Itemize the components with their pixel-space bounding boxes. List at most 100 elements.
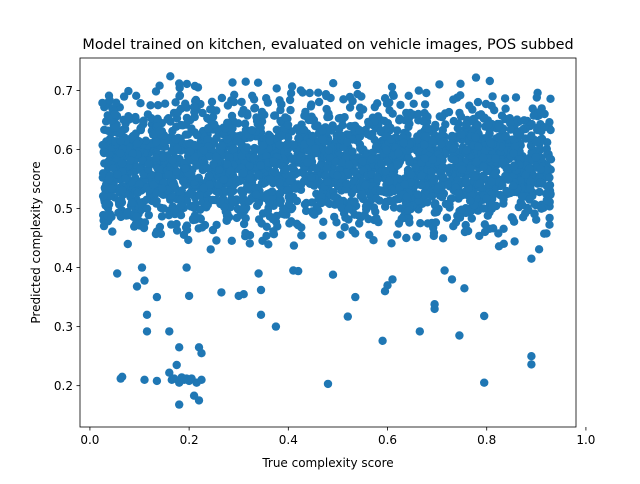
- scatter-point: [188, 202, 198, 211]
- scatter-point: [517, 192, 527, 201]
- scatter-point: [337, 131, 346, 140]
- scatter-point: [480, 227, 490, 237]
- scatter-point: [229, 198, 238, 207]
- scatter-point: [472, 157, 482, 166]
- scatter-point: [437, 130, 447, 139]
- scatter-point: [456, 112, 466, 121]
- scatter-point: [402, 192, 411, 202]
- scatter-point: [531, 137, 541, 146]
- scatter-point: [322, 164, 332, 173]
- x-tick-label: 0.6: [378, 433, 397, 447]
- scatter-point: [250, 104, 259, 113]
- scatter-point: [154, 172, 163, 181]
- scatter-point: [427, 192, 437, 201]
- scatter-point: [164, 211, 174, 220]
- scatter-point: [405, 218, 414, 227]
- scatter-point: [440, 266, 449, 275]
- scatter-point: [382, 146, 391, 155]
- scatter-point: [422, 88, 431, 98]
- scatter-points: [98, 72, 556, 409]
- scatter-point: [208, 112, 218, 122]
- scatter-point: [102, 199, 111, 209]
- scatter-point: [157, 184, 167, 193]
- scatter-point: [184, 235, 193, 245]
- scatter-point: [490, 169, 499, 179]
- scatter-point: [284, 192, 293, 202]
- scatter-point: [524, 164, 534, 173]
- scatter-point: [190, 141, 199, 150]
- scatter-point: [453, 124, 462, 133]
- scatter-point: [112, 98, 121, 107]
- scatter-point: [434, 183, 443, 192]
- plot-area: [79, 57, 577, 428]
- scatter-point: [466, 164, 475, 173]
- scatter-point: [131, 116, 141, 125]
- scatter-point: [526, 184, 535, 193]
- scatter-point: [140, 218, 150, 227]
- scatter-point: [282, 186, 292, 195]
- scatter-point: [155, 222, 165, 232]
- scatter-point: [142, 327, 152, 336]
- scatter-point: [160, 99, 170, 108]
- scatter-point: [372, 194, 381, 203]
- scatter-point: [275, 140, 284, 150]
- scatter-point: [378, 336, 387, 345]
- scatter-point: [173, 108, 182, 117]
- scatter-point: [262, 231, 271, 241]
- scatter-point: [229, 144, 238, 154]
- scatter-point: [275, 198, 285, 208]
- scatter-point: [142, 204, 152, 213]
- scatter-point: [182, 225, 192, 234]
- scatter-point: [245, 161, 254, 170]
- scatter-point: [131, 219, 141, 228]
- scatter-point: [243, 183, 253, 192]
- scatter-point: [318, 231, 327, 240]
- scatter-point: [342, 138, 352, 147]
- scatter-point: [249, 153, 258, 163]
- scatter-point: [178, 121, 187, 130]
- scatter-point: [144, 159, 153, 168]
- scatter-point: [449, 95, 458, 104]
- scatter-point: [277, 131, 286, 141]
- scatter-point: [510, 237, 519, 246]
- scatter-point: [187, 124, 196, 133]
- scatter-point: [486, 139, 496, 148]
- scatter-point: [158, 153, 168, 162]
- scatter-point: [324, 146, 333, 155]
- scatter-point: [485, 76, 494, 86]
- scatter-point: [140, 375, 149, 384]
- scatter-point: [256, 161, 265, 170]
- scatter-point: [355, 126, 364, 135]
- scatter-point: [439, 173, 448, 182]
- scatter-point: [194, 173, 204, 182]
- scatter-point: [98, 98, 107, 108]
- scatter-point: [529, 111, 538, 120]
- scatter-point: [181, 164, 190, 173]
- scatter-point: [110, 123, 120, 132]
- scatter-point: [442, 213, 452, 222]
- scatter-point: [116, 136, 125, 146]
- scatter-point: [277, 100, 286, 109]
- scatter-point: [168, 126, 177, 136]
- scatter-point: [237, 97, 246, 107]
- scatter-point: [212, 133, 221, 143]
- y-tick-label: 0.6: [54, 143, 73, 157]
- scatter-point: [133, 188, 142, 198]
- scatter-point: [142, 310, 152, 319]
- scatter-point: [222, 216, 231, 225]
- scatter-point: [506, 125, 515, 134]
- scatter-point: [217, 288, 226, 297]
- x-axis: 0.0 0.2 0.4 0.6 0.8 1.0: [80, 427, 595, 447]
- scatter-point: [144, 210, 153, 220]
- y-tick-label: 0.2: [54, 379, 73, 393]
- scatter-point: [152, 376, 162, 386]
- scatter-point: [530, 210, 539, 219]
- scatter-point: [132, 139, 142, 148]
- scatter-point: [214, 188, 223, 198]
- scatter-point: [323, 177, 332, 186]
- scatter-point: [222, 135, 232, 144]
- scatter-point: [344, 160, 354, 170]
- scatter-point: [165, 368, 174, 377]
- scatter-point: [239, 168, 248, 178]
- scatter-point: [536, 165, 545, 174]
